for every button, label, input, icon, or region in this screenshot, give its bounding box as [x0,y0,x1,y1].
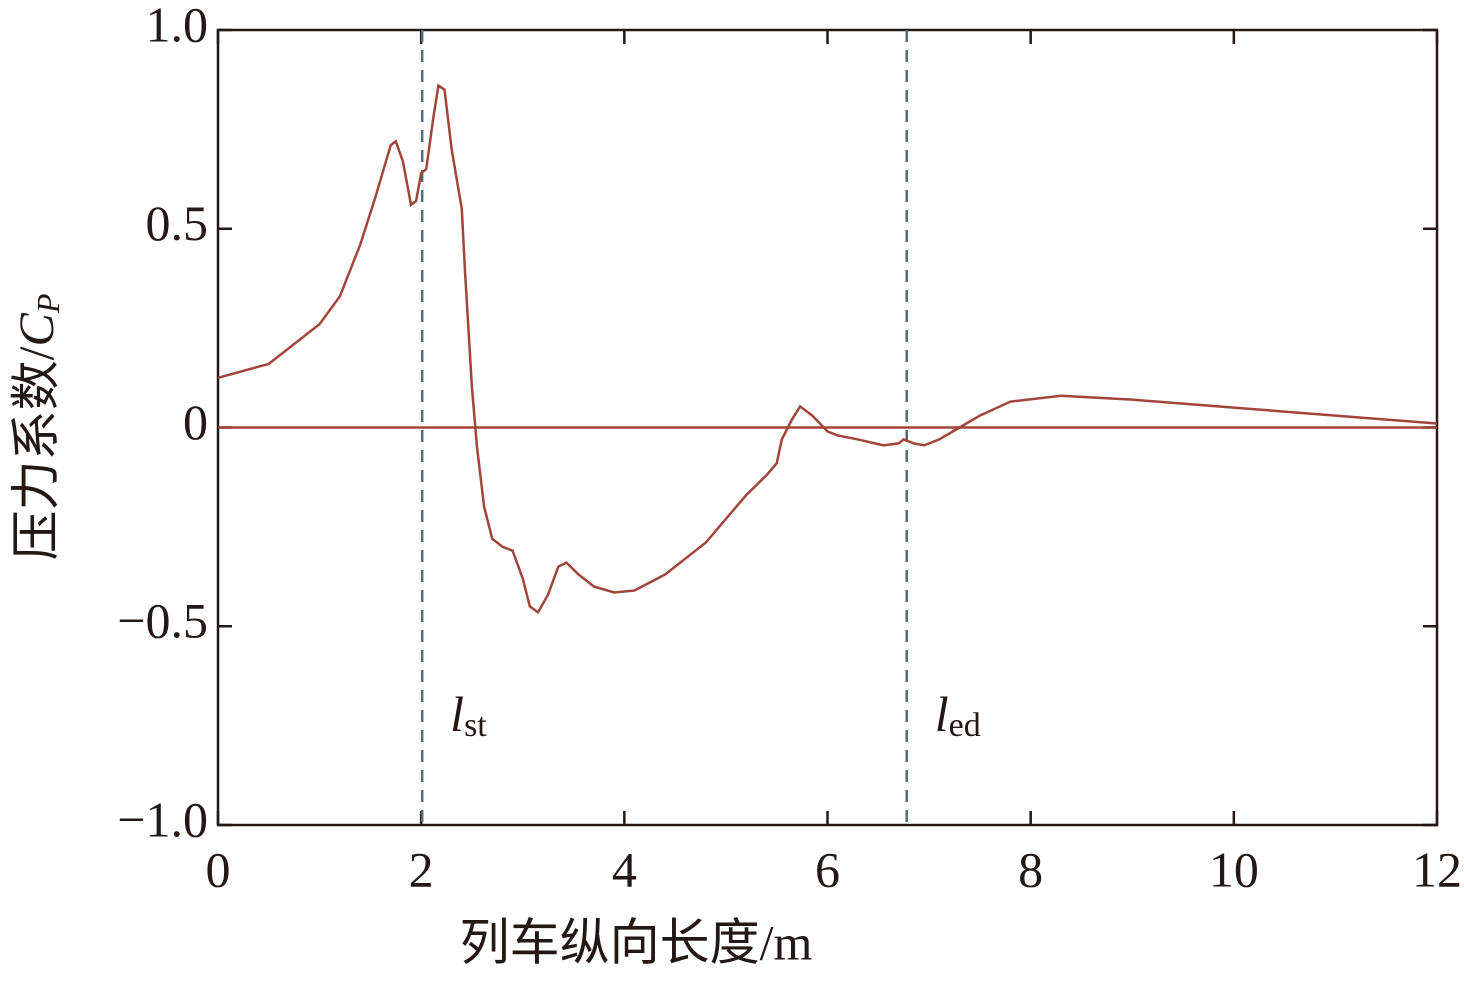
y-axis-label-text: 压力系数/ [8,346,64,560]
x-tick-label: 2 [409,841,434,897]
x-tick-label: 4 [612,841,637,897]
y-axis-label-group: 压力系数/CP [8,294,66,561]
y-tick-label: 0 [183,394,208,450]
marker-label: lst [450,686,487,743]
marker-subscript: st [464,707,487,744]
x-tick-label: 6 [815,841,840,897]
x-tick-label: 12 [1412,841,1462,897]
x-tick-label: 8 [1018,841,1043,897]
y-tick-label: 0.5 [146,195,209,251]
marker-symbol: l [935,686,949,742]
y-tick-label: −1.0 [117,791,208,847]
y-axis-label: 压力系数/CP [8,294,66,561]
y-axis-label-subscript: P [30,294,66,315]
marker-symbol: l [450,686,464,742]
marker-label: led [935,686,981,743]
y-tick-label: −0.5 [117,593,208,649]
x-tick-label: 0 [206,841,231,897]
marker-subscript: ed [949,707,981,744]
y-tick-label: 1.0 [146,0,209,52]
x-tick-label: 10 [1209,841,1259,897]
x-axis-label: 列车纵向长度/m [460,914,813,970]
data-line [217,83,1438,615]
y-axis-label-symbol: C [8,313,64,347]
